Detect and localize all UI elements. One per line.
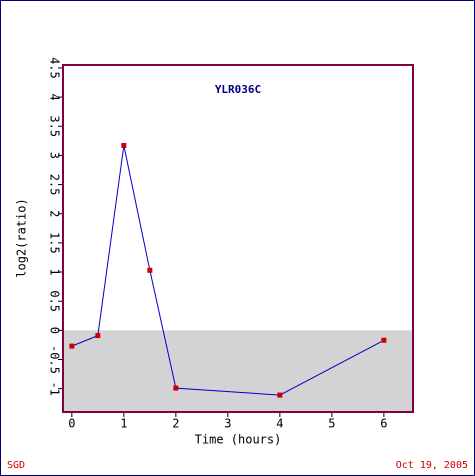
y-tick-label: -0.5 — [48, 345, 62, 374]
plot-frame — [62, 64, 414, 413]
x-tick-label: 6 — [380, 417, 387, 431]
chart-title: YLR036C — [215, 83, 261, 96]
y-tick-label: 3.5 — [48, 115, 62, 137]
data-point — [173, 385, 179, 391]
y-tick-label: 3 — [48, 152, 62, 159]
data-point — [69, 343, 75, 349]
y-tick-label: 1 — [48, 268, 62, 275]
y-axis-label: log2(ratio) — [15, 198, 29, 277]
x-tick-label: 1 — [120, 417, 127, 431]
data-point — [95, 333, 101, 339]
data-point — [147, 267, 153, 273]
data-point — [121, 142, 127, 148]
x-tick-label: 0 — [68, 417, 75, 431]
date-label: Oct 19, 2005 — [396, 460, 468, 471]
x-tick-label: 5 — [328, 417, 335, 431]
x-tick-label: 3 — [224, 417, 231, 431]
y-tick-label: 4 — [48, 93, 62, 100]
x-tick-label: 4 — [276, 417, 283, 431]
negative-shade — [63, 330, 413, 412]
plot-area: -1 -0.5 0 0.5 1 1.5 2 2.5 3 3.5 4 4.5 0 1 2 3 4 5 6 — [48, 57, 414, 431]
y-tick-label: 0.5 — [48, 290, 62, 312]
y-tick-label: 2.5 — [48, 174, 62, 196]
x-axis-label: Time (hours) — [195, 433, 282, 447]
y-tick-label: -1 — [48, 381, 62, 395]
x-tick-label: 2 — [172, 417, 179, 431]
data-point — [277, 392, 283, 398]
data-point — [381, 337, 387, 343]
y-tick-label: 0 — [48, 327, 62, 334]
y-tick-label: 1.5 — [48, 232, 62, 254]
source-label: SGD — [7, 460, 25, 471]
y-tick-label: 4.5 — [48, 57, 62, 79]
y-tick-label: 2 — [48, 210, 62, 217]
